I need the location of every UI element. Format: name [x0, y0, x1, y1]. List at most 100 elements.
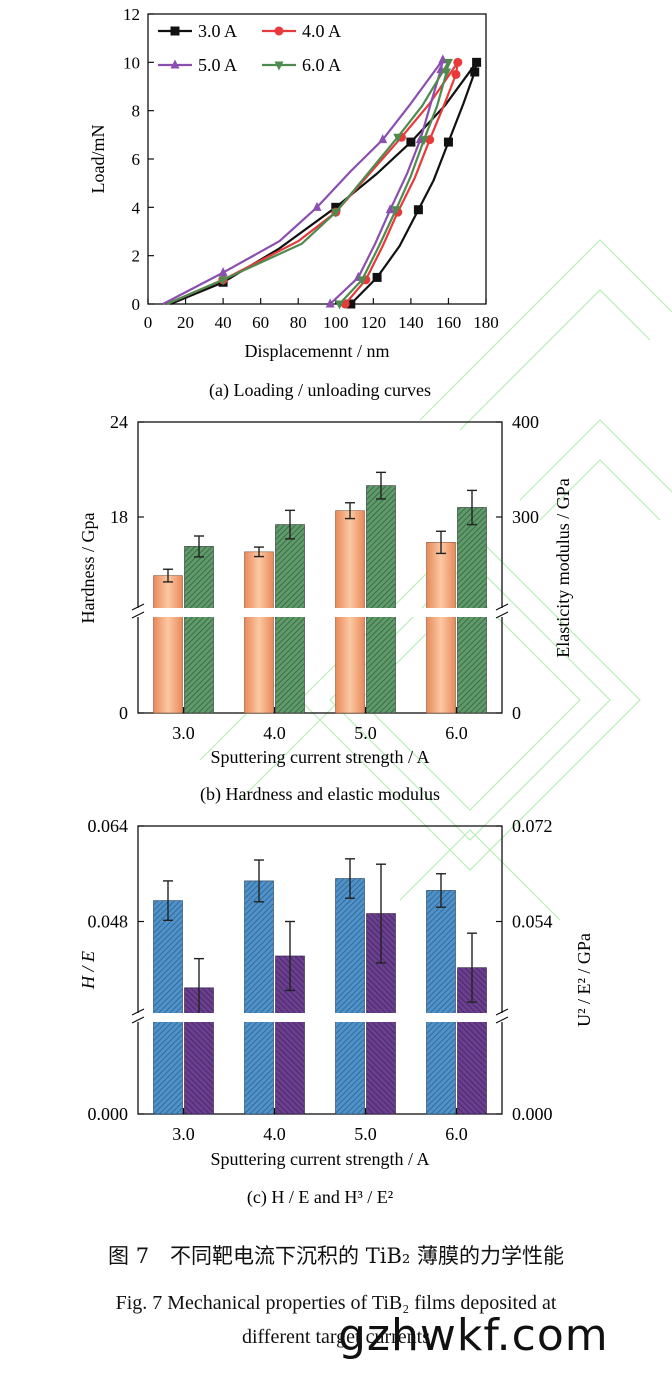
- xtick-label: 4.0: [263, 1124, 286, 1144]
- panel-a-caption: (a) Loading / unloading curves: [209, 380, 431, 401]
- panel-b-bars: [153, 471, 487, 714]
- ytick-left-label: 0.048: [88, 912, 129, 932]
- panel-a-marker-triangle-up: [312, 201, 322, 211]
- panel-a-legend-label: 4.0 A: [302, 21, 341, 41]
- panel-c-axis-break-marks: [131, 1008, 509, 1024]
- ytick-left-label: 0.000: [88, 1104, 129, 1124]
- panel-a-xtick-label: 80: [290, 313, 307, 332]
- ytick-right-label: 400: [512, 412, 539, 432]
- panel-a-marker-triangle-down: [357, 276, 367, 286]
- ytick-left-label: 0: [119, 703, 128, 723]
- panel-a-marker-square: [470, 67, 480, 77]
- panel-a-ytick-label: 2: [132, 247, 141, 266]
- panel-a-marker-square: [372, 272, 382, 282]
- ytick-right-label: 0.054: [512, 912, 553, 932]
- panel-b-xlabel: Sputtering current strength / A: [211, 747, 430, 767]
- panel-a-marker-triangle-up: [378, 134, 388, 144]
- xtick-label: 5.0: [354, 723, 377, 743]
- panel-a-ytick-label: 8: [132, 102, 141, 121]
- xtick-label: 3.0: [172, 723, 195, 743]
- panel-a-marker-square: [170, 26, 180, 36]
- panel-a-xlabel: Displacemennt / nm: [245, 341, 390, 361]
- panel-a-marker-triangle-down: [335, 300, 345, 310]
- panel-a-xtick-label: 160: [436, 313, 462, 332]
- panel-a-marker-triangle-down: [442, 68, 452, 78]
- panel-a-marker-triangle-up: [438, 54, 448, 64]
- panel-b-hardness-modulus: 3.0 4.0 5.0 6.0 0 0 18 300 24 400 Sputtering curr…: [78, 412, 573, 805]
- panel-a-xtick-label: 180: [473, 313, 499, 332]
- panel-a-loading-line: [170, 61, 478, 306]
- ytick-left-label: 24: [110, 412, 128, 432]
- panel-b-plot-frame: [137, 421, 503, 714]
- panel-a-xtick-label: 140: [398, 313, 424, 332]
- panel-a-xtick-label: 60: [252, 313, 269, 332]
- panel-a-unloading-line: [350, 62, 478, 305]
- panel-c-bars: [153, 858, 487, 1115]
- panel-a-marker-triangle-down: [419, 136, 429, 146]
- panel-a-marker-square: [406, 137, 416, 147]
- bar-elastic-modulus: [275, 524, 305, 714]
- panel-a-marker-triangle-down: [393, 133, 403, 143]
- panel-a-series-50: [162, 54, 448, 308]
- panel-a-marker-square: [413, 205, 423, 215]
- panel-a-marker-triangle-down: [391, 206, 401, 216]
- panel-a-xtick-label: 20: [177, 313, 194, 332]
- xtick-label: 4.0: [263, 723, 286, 743]
- bar-hardness: [426, 542, 456, 714]
- bar-hardness: [153, 575, 183, 714]
- panel-a-xtick-label: 100: [323, 313, 349, 332]
- panel-a-ytick-label: 6: [132, 150, 141, 169]
- panel-b-ylabel-right: Elasticity modulus / GPa: [553, 478, 573, 658]
- panel-a-loading-line: [162, 59, 444, 305]
- panel-a-ytick-label: 4: [132, 198, 141, 217]
- xtick-label: 5.0: [354, 1124, 377, 1144]
- panel-c-he-h3e2: 3.0 4.0 5.0 6.0 0.000 0.000 0.048 0.054 0.064 0.0…: [78, 816, 594, 1208]
- panel-c-xlabel: Sputtering current strength / A: [211, 1149, 430, 1169]
- panel-a-marker-triangle-down: [274, 61, 284, 71]
- xtick-label: 6.0: [445, 1124, 468, 1144]
- bar-h-over-e: [153, 900, 183, 1115]
- bar-hardness: [244, 551, 274, 714]
- panel-a-series-60: [166, 58, 453, 310]
- panel-a-ticks: 0 20 40 60 80 100 120 140 160 180 0 2 4 6 8 10 12: [123, 5, 499, 332]
- ytick-right-label: 0: [512, 703, 521, 723]
- xtick-label: 3.0: [172, 1124, 195, 1144]
- ytick-right-label: 0.000: [512, 1104, 553, 1124]
- watermark-pattern: [199, 239, 672, 921]
- ytick-right-label: 300: [512, 507, 539, 527]
- panel-a-xtick-label: 120: [361, 313, 387, 332]
- figure-caption-english-line1: Fig. 7 Mechanical properties of TiB₂ fil…: [115, 1292, 557, 1314]
- panel-a-series: [162, 54, 482, 310]
- panel-c-axis-break-band: [132, 1013, 508, 1022]
- panel-b-caption: (b) Hardness and elastic modulus: [200, 784, 440, 805]
- bar-h-over-e: [335, 878, 365, 1115]
- figure-caption-chinese: 图 7 不同靶电流下沉积的 TiB₂ 薄膜的力学性能: [108, 1244, 564, 1268]
- panel-a-ylabel: Load/mN: [88, 125, 108, 194]
- panel-c-caption: (c) H / E and H³ / E²: [247, 1187, 393, 1208]
- panel-a-marker-triangle-down: [218, 276, 228, 286]
- panel-a-loading-line: [166, 61, 450, 306]
- panel-a-legend-label: 5.0 A: [198, 55, 237, 75]
- xtick-label: 6.0: [445, 723, 468, 743]
- panel-a-marker-square: [346, 299, 356, 309]
- panel-a-marker-triangle-up: [218, 267, 228, 277]
- panel-a-ytick-label: 0: [132, 295, 141, 314]
- panel-a-legend-label: 3.0 A: [198, 21, 237, 41]
- panel-a-marker-square: [331, 202, 341, 212]
- figure-caption-english-line2: different target currents: [241, 1326, 431, 1348]
- panel-b-ticks: 3.0 4.0 5.0 6.0 0 0 18 300 24 400: [110, 412, 539, 743]
- panel-a-loading-curves: 0 20 40 60 80 100 120 140 160 180 0 2 4 6 8 10 12 3.0 A 4…: [88, 5, 499, 401]
- ytick-right-label: 0.072: [512, 816, 553, 836]
- panel-a-xtick-label: 0: [144, 313, 153, 332]
- bar-h3-over-e2: [184, 987, 214, 1115]
- panel-a-legend: 3.0 A 4.0 A 5.0 A 6.0 A: [158, 21, 341, 75]
- panel-b-ylabel-left: Hardness / Gpa: [78, 513, 98, 624]
- panel-c-plot-frame: [137, 825, 503, 1115]
- panel-a-marker-triangle-down: [331, 208, 341, 218]
- panel-a-xtick-label: 40: [215, 313, 232, 332]
- panel-a-marker-square: [443, 137, 453, 147]
- panel-a-marker-triangle-up: [325, 298, 335, 308]
- panel-a-marker-triangle-up: [385, 204, 395, 214]
- ytick-left-label: 0.064: [88, 816, 129, 836]
